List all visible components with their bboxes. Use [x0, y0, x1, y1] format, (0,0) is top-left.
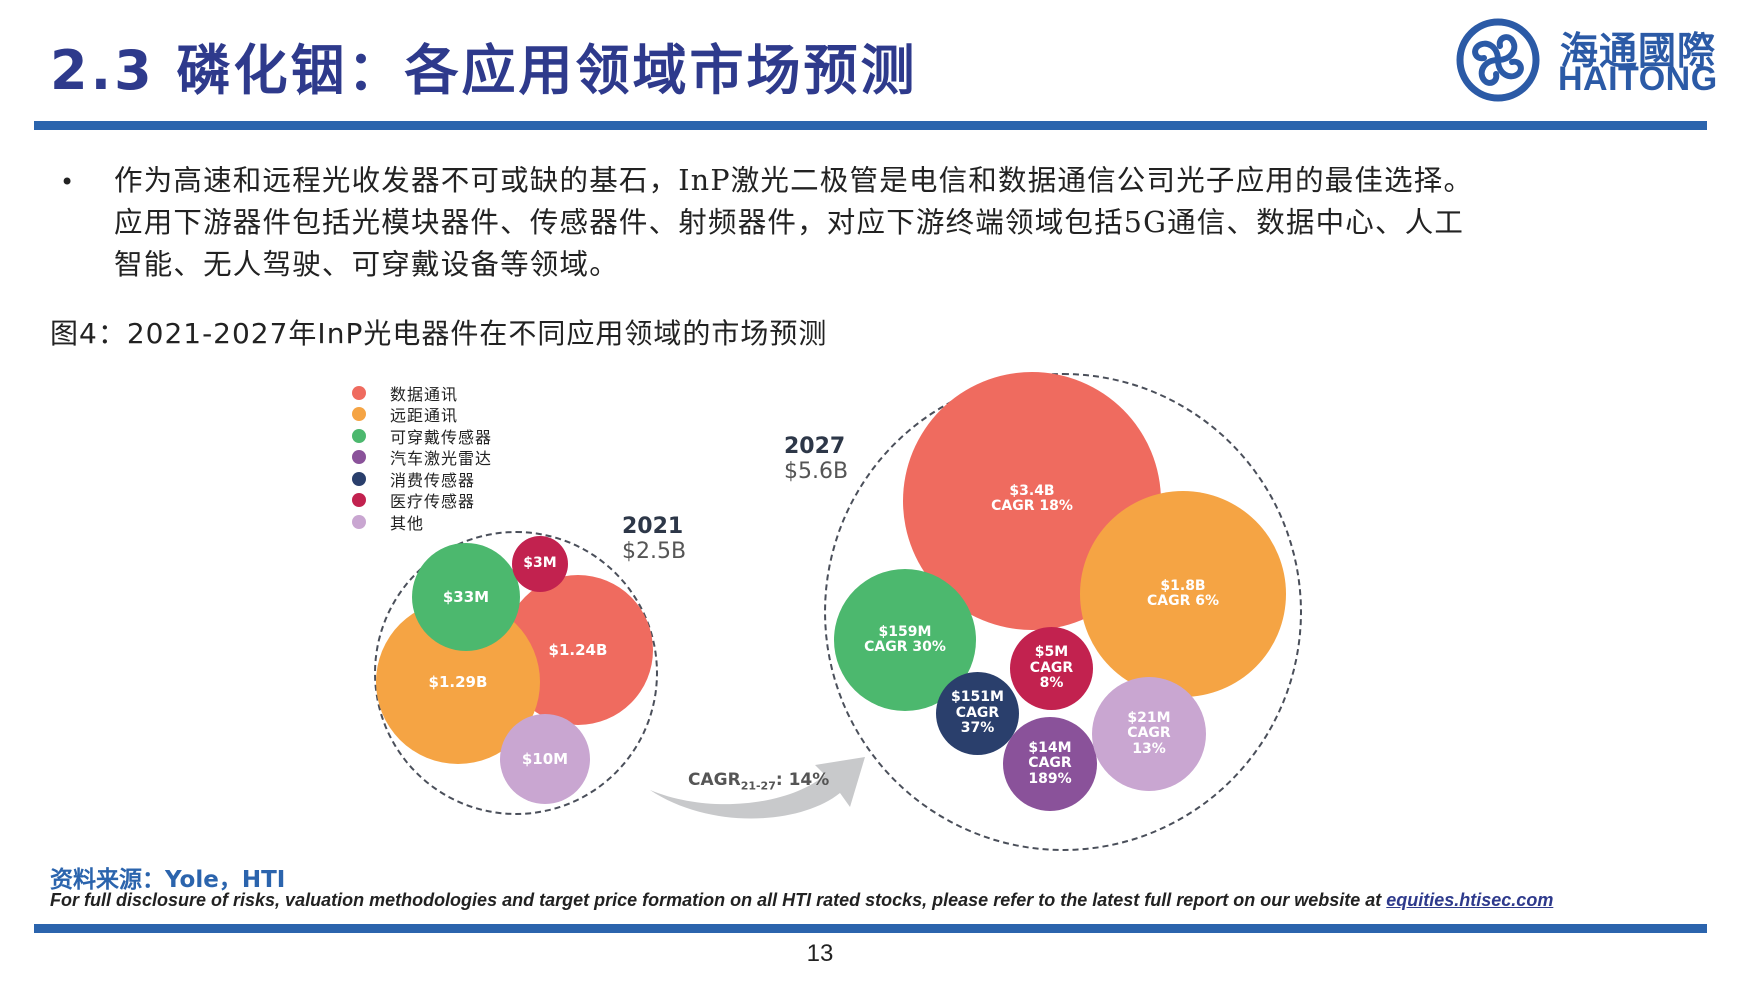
- bubble-2027-telecom: $1.8B CAGR 6%: [1080, 491, 1286, 697]
- logo-text-cn: 海通國際: [1560, 29, 1717, 73]
- legend-item: 消费传感器: [352, 468, 492, 490]
- disclaimer-text: For full disclosure of risks, valuation …: [50, 890, 1554, 910]
- bubble-2021-other: $10M: [500, 714, 590, 804]
- bubble-2021-medical: $3M: [512, 536, 568, 592]
- bubble-2027-medical: $5M CAGR 8%: [1010, 627, 1093, 710]
- chart-legend: 数据通讯 远距通讯 可穿戴传感器 汽车激光雷达 消费传感器 医疗传感器 其他: [352, 382, 492, 533]
- paragraph-line: 作为高速和远程光收发器不可或缺的基石，InP激光二极管是电信和数据通信公司光子应…: [114, 164, 1474, 197]
- bubble-2027-other: $21M CAGR 13%: [1092, 677, 1206, 791]
- legend-swatch-icon: [352, 407, 366, 422]
- footer-divider: [34, 924, 1707, 933]
- legend-swatch-icon: [352, 471, 366, 486]
- legend-item: 其他: [352, 511, 492, 533]
- logo-text-en: HAITONG: [1558, 60, 1718, 98]
- bubble-2027-lidar: $14M CAGR 189%: [1003, 717, 1097, 811]
- legend-item: 医疗传感器: [352, 490, 492, 511]
- bubble-group-2021-outline: [374, 531, 658, 815]
- legend-swatch-icon: [352, 493, 366, 508]
- bubble-2021-wearable: $33M: [412, 543, 520, 651]
- header-divider: [34, 121, 1707, 130]
- page-title: 2.3 磷化铟：各应用领域市场预测: [50, 39, 918, 102]
- haitong-logo: [1456, 18, 1540, 102]
- figure-caption: 图4：2021-2027年InP光电器件在不同应用领域的市场预测: [50, 317, 828, 350]
- website-link[interactable]: equities.htisec.com: [1386, 890, 1554, 910]
- bullet-marker: •: [60, 168, 75, 196]
- source-note: 资料来源：Yole，HTI: [50, 867, 286, 893]
- paragraph-line: 应用下游器件包括光模块器件、传感器件、射频器件，对应下游终端领域包括5G通信、数…: [114, 206, 1465, 239]
- legend-item: 远距通讯: [352, 404, 492, 425]
- legend-swatch-icon: [352, 514, 366, 529]
- overall-cagr-label: CAGR21-27: 14%: [688, 770, 830, 793]
- bullet-paragraph: 作为高速和远程光收发器不可或缺的基石，InP激光二极管是电信和数据通信公司光子应…: [114, 160, 1674, 286]
- legend-swatch-icon: [352, 385, 366, 400]
- bubble-group-2027-outline: [824, 373, 1302, 851]
- growth-arrow-icon: [650, 757, 865, 819]
- legend-item: 可穿戴传感器: [352, 425, 492, 447]
- legend-swatch-icon: [352, 428, 366, 443]
- legend-swatch-icon: [352, 450, 366, 465]
- year-label-2027: 2027 $5.6B: [784, 434, 849, 484]
- legend-item: 数据通讯: [352, 382, 492, 404]
- bubble-2027-consumer: $151M CAGR 37%: [936, 672, 1019, 755]
- haitong-logo-icon: [1456, 18, 1540, 102]
- page-number: 13: [806, 940, 834, 967]
- legend-item: 汽车激光雷达: [352, 447, 492, 468]
- paragraph-line: 智能、无人驾驶、可穿戴设备等领域。: [114, 248, 619, 281]
- year-label-2021: 2021 $2.5B: [622, 514, 687, 564]
